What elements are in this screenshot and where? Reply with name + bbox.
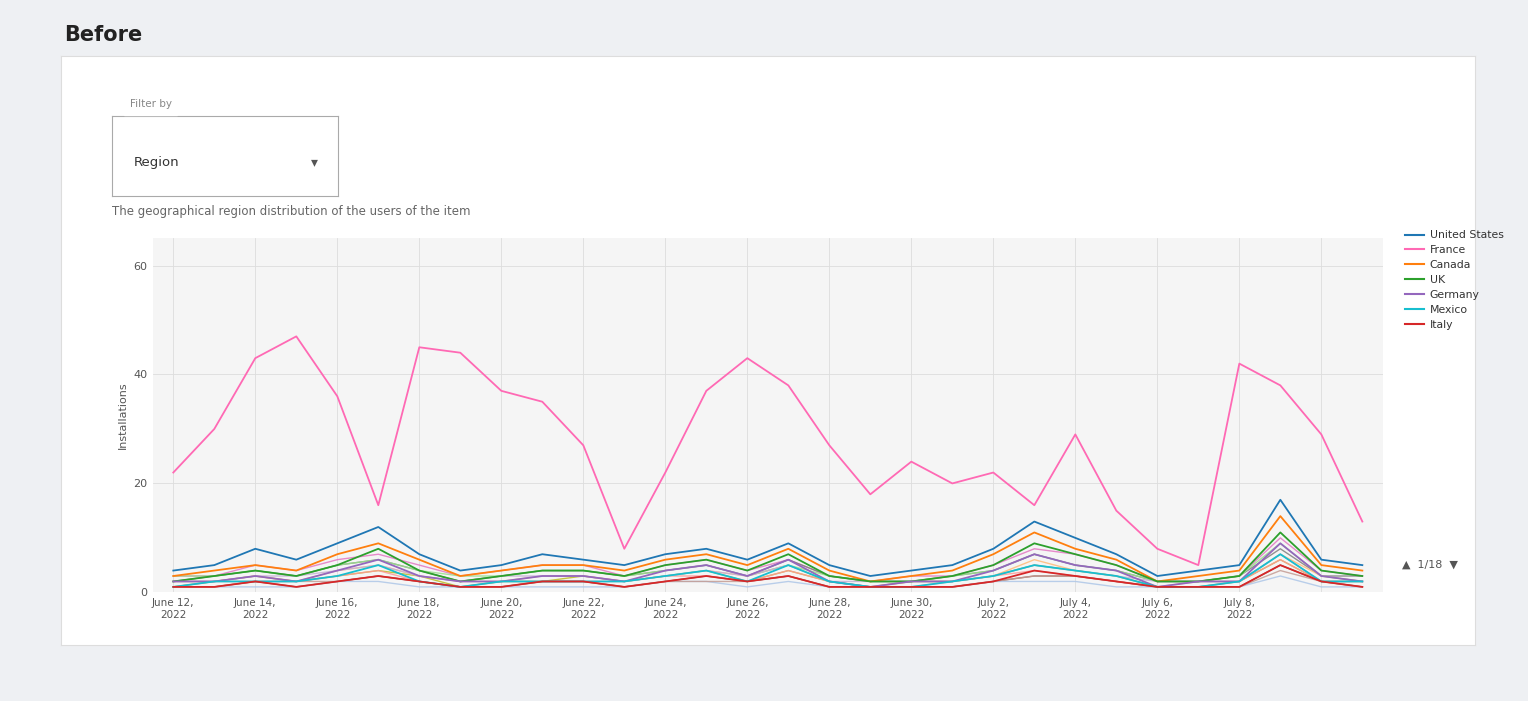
Text: ▲  1/18  ▼: ▲ 1/18 ▼ (1403, 559, 1458, 569)
Text: Filter by: Filter by (130, 100, 171, 109)
Legend: United States, France, Canada, UK, Germany, Mexico, Italy: United States, France, Canada, UK, Germa… (1401, 226, 1508, 334)
Text: Before: Before (64, 25, 142, 45)
Text: The geographical region distribution of the users of the item: The geographical region distribution of … (112, 205, 471, 218)
Text: ▾: ▾ (310, 156, 318, 170)
Text: Region: Region (134, 156, 180, 169)
Y-axis label: Installations: Installations (118, 381, 127, 449)
